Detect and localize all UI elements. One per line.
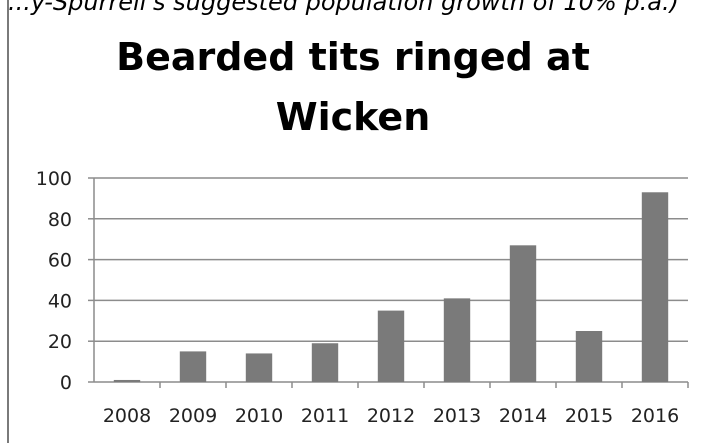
bar-2009 [179,351,207,382]
y-tick-label: 60 [48,250,72,272]
y-tick-label: 20 [48,331,72,353]
bar-2016 [641,192,669,382]
x-tick-label: 2015 [565,405,613,427]
bar-2012 [377,310,405,382]
x-tick-label: 2014 [499,405,547,427]
chart-title-line-1: Bearded tits ringed at [116,35,590,79]
x-tick-label: 2011 [301,405,349,427]
bar-2014 [509,245,537,382]
bar-2015 [575,331,603,382]
page-header-text: ...y-Spurrell's suggested population gro… [8,0,679,16]
y-tick-label: 80 [48,209,72,231]
bar-2008 [113,379,141,382]
bar-2013 [443,298,471,382]
bar-2011 [311,343,339,382]
x-tick-label: 2010 [235,405,283,427]
x-tick-label: 2013 [433,405,481,427]
x-tick-label: 2008 [103,405,151,427]
frame-border [7,0,9,443]
y-tick-label: 0 [60,372,72,394]
y-tick-label: 40 [48,290,72,312]
chart-title-line-2: Wicken [275,95,431,139]
y-tick-label: 100 [36,168,72,190]
x-tick-label: 2009 [169,405,217,427]
x-tick-label: 2016 [631,405,679,427]
bar-2010 [245,353,273,382]
x-tick-label: 2012 [367,405,415,427]
